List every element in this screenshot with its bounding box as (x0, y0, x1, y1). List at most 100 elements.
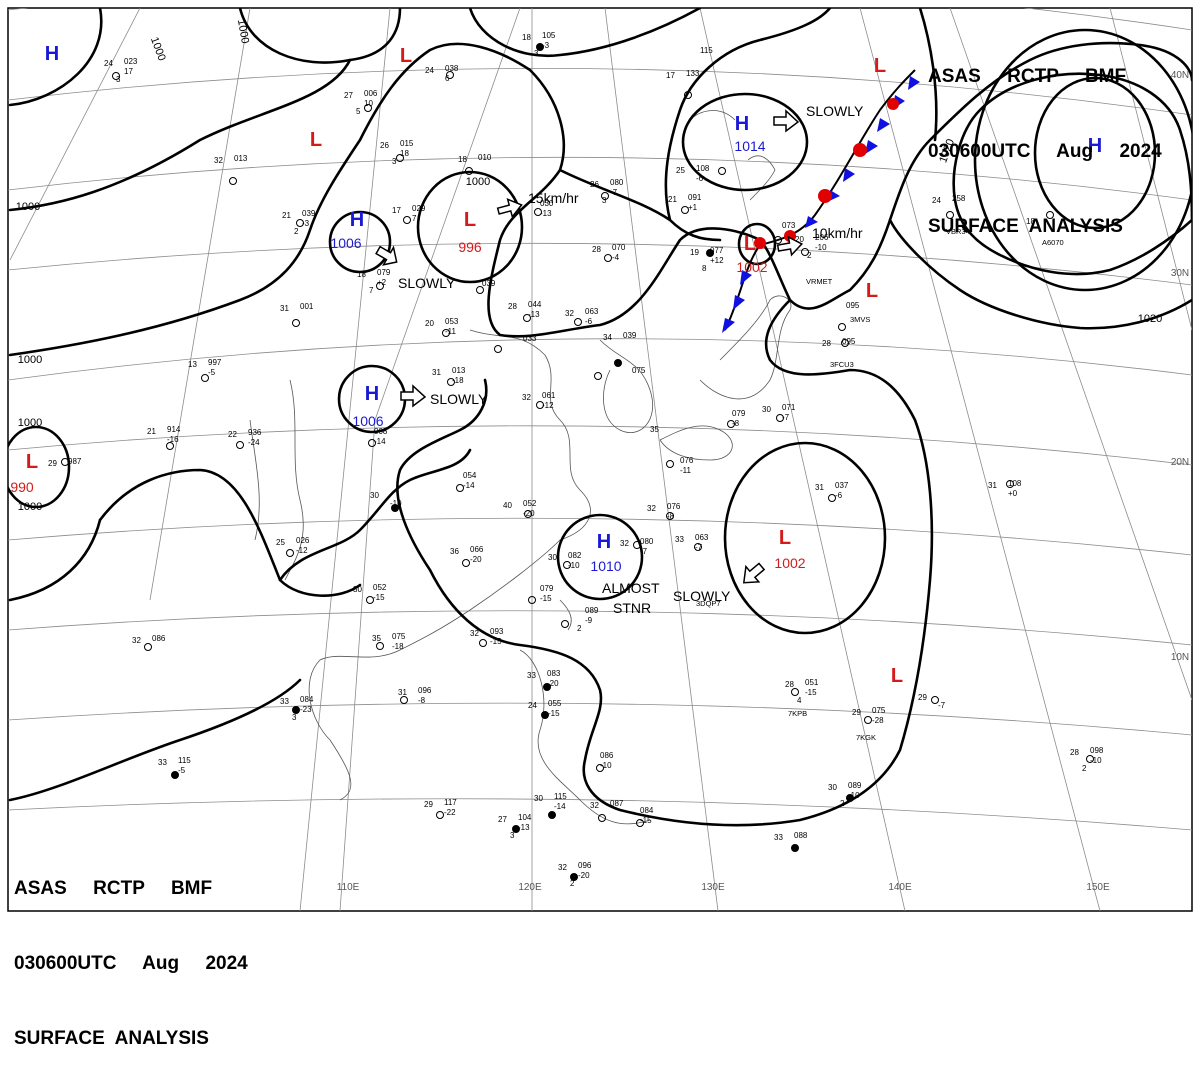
station-tendency: -14 (554, 802, 566, 811)
station-temperature: 33 (774, 833, 783, 842)
longitude-label: 120E (518, 882, 542, 893)
station-temperature: 29 (852, 708, 861, 717)
pressure-center-low: L (874, 55, 886, 77)
station-temperature: 32 (620, 539, 629, 548)
station-extra: 2 (807, 251, 812, 260)
station-tendency: -20 (578, 871, 590, 880)
station-temperature: 21 (147, 427, 156, 436)
station-id-labels: VRMET 3MVS 3FCU3 A6070 VBR34 3DQP7 7KPB 7KGK (696, 227, 1064, 742)
station-tendency: +0 (1008, 489, 1018, 498)
station-temperature: 35 (650, 425, 659, 434)
station-pressure: 104 (518, 813, 532, 822)
station-temperature: 28 (822, 339, 831, 348)
station-pressure: 088 (794, 831, 808, 840)
station-pressure: 089 (848, 781, 862, 790)
station-temperature: 30 (370, 491, 379, 500)
cold-front-marks (722, 76, 920, 333)
station-pressure: 082 (568, 551, 582, 560)
station-temperature: 35 (372, 634, 381, 643)
station-temperature: 32 (647, 504, 656, 513)
station-temperature: 32 (214, 156, 223, 165)
pressure-center-high: H (735, 113, 749, 135)
footer-title-line3: SURFACE ANALYSIS (14, 1028, 209, 1049)
station-temperature: 24 (932, 196, 941, 205)
pressure-center-value: 1006 (352, 413, 383, 429)
station-temperature: 27 (498, 815, 507, 824)
frontal-system (722, 69, 920, 333)
station-pressure: 013 (452, 366, 466, 375)
map-frame (7, 7, 1193, 912)
station-temperature: 32 (132, 636, 141, 645)
station-pressure: 115 (700, 46, 713, 55)
station-extra: 3 (534, 49, 539, 58)
station-temperature: 33 (158, 758, 167, 767)
station-pressure: 084 (640, 806, 654, 815)
station-id: 7KPB (788, 709, 807, 718)
station-pressure: 079 (732, 409, 746, 418)
footer-title-line2: 030600UTC Aug 2024 (14, 953, 248, 974)
station-extra: 5 (356, 107, 361, 116)
motion-label: SLOWLY (673, 588, 731, 604)
station-tendency: -15 (548, 709, 560, 718)
station-temperature: 31 (398, 688, 407, 697)
station-tendency: -6 (835, 491, 843, 500)
station-tendency: -4 (612, 253, 620, 262)
station-pressure: 075 (392, 632, 406, 641)
station-pressure: 029 (412, 204, 426, 213)
station-tendency: -11 (680, 466, 692, 475)
longitude-label: 150E (1086, 882, 1110, 893)
station-pressure: 086 (600, 751, 614, 760)
station-temperature: 40 (503, 501, 512, 510)
station-tendency: 10 (364, 99, 373, 108)
station-temperature: 33 (280, 697, 289, 706)
station-tendency: +1 (688, 203, 698, 212)
motion-label: SLOWLY (398, 275, 456, 291)
header-bottom-left: ASAS RCTP BMF 030600UTC Aug 2024 SURFACE… (14, 826, 248, 1076)
station-tendency: -15 (805, 688, 817, 697)
station-id: VBR34 (946, 227, 970, 236)
station-temperature: 31 (432, 368, 441, 377)
station-temperature: 18 (522, 33, 531, 42)
pressure-center-value: 1002 (774, 555, 805, 571)
motion-label: ALMOST (602, 580, 660, 596)
station-pressure: 037 (835, 481, 849, 490)
station-tendency: -18 (392, 642, 404, 651)
station-tendency: -10 (848, 791, 860, 800)
station-pressure: 055 (548, 699, 562, 708)
station-temperature: 24 (425, 66, 434, 75)
station-id: 3FCU3 (830, 360, 854, 369)
station-pressure: 013 (234, 154, 248, 163)
station-pressure: 052 (373, 583, 387, 592)
isobar-label: 1000 (18, 501, 42, 513)
station-tendency: -15 (490, 637, 502, 646)
station-pressure: 997 (208, 358, 222, 367)
station-tendency: -12 (296, 546, 308, 555)
station-pressure: 063 (695, 533, 709, 542)
station-pressure: 091 (688, 193, 702, 202)
motion-label: STNR (613, 600, 651, 616)
station-tendency: -14 (374, 437, 386, 446)
motion-label: SLOWLY (806, 103, 864, 119)
station-extra: 2 (1082, 764, 1087, 773)
station-temperature: 19 (690, 248, 699, 257)
pressure-center-high: H (1088, 135, 1102, 157)
station-pressure: 039 (623, 331, 637, 340)
motion-arrows (375, 109, 804, 584)
station-temperature: 13 (188, 360, 197, 369)
station-tendency: -13 (518, 823, 530, 832)
station-pressure: 117 (444, 798, 457, 807)
station-pressure: 039 (482, 279, 496, 288)
station-pressure: 073 (782, 221, 796, 230)
station-tendency: -18 (452, 376, 464, 385)
station-temperature: 28 (508, 302, 517, 311)
footer-title-line1: ASAS RCTP BMF (14, 878, 213, 899)
station-temperature: 28 (785, 680, 794, 689)
station-pressure: 001 (300, 302, 314, 311)
station-temperature: 20 (795, 235, 804, 244)
station-extra: 2 (294, 227, 299, 236)
latitude-label: 20N (1171, 457, 1189, 468)
pressure-center-high: H (350, 209, 364, 231)
station-temperature: 25 (276, 538, 285, 547)
station-extra: 3 (116, 75, 121, 84)
station-pressure: 258 (952, 194, 966, 203)
